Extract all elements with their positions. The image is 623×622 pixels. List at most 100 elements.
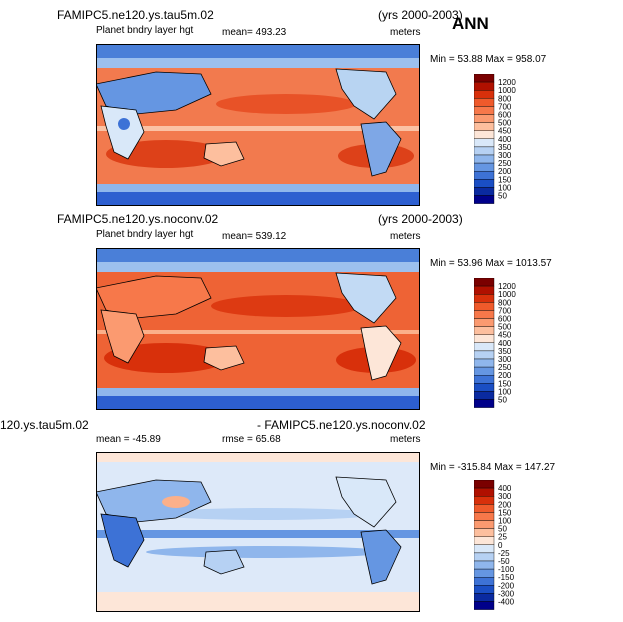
colorbar-box [474,154,495,164]
colorbar-box [474,318,495,327]
panel1-colorbar: 1200100080070060050045040035030025020015… [474,74,516,204]
panel2-arctic [96,248,420,262]
colorbar-label: 1200 [498,282,516,291]
colorbar-box [474,98,495,107]
panel1-south-america [360,121,402,177]
panel1-congo-min [118,118,130,130]
colorbar-box [474,593,495,602]
panel1-south-pacific-max [106,140,226,168]
colorbar-label: 800 [498,94,512,103]
colorbar-box [474,122,495,131]
colorbar-box [474,179,495,188]
colorbar-label: -25 [498,549,510,558]
panel2-arctic-band [96,262,420,272]
colorbar-label: 0 [498,541,503,550]
colorbar-label: 600 [498,315,512,324]
panel2-north-pacific-max [211,295,361,317]
panel2-equator-band [96,330,420,334]
panel1-north-pacific-max [216,94,356,114]
colorbar-label: 150 [498,379,512,388]
panel1-africa [100,105,145,160]
panel2-years: (yrs 2000-2003) [378,212,463,226]
colorbar-box [474,334,495,344]
colorbar-box [474,138,495,148]
panel1-north-america [335,68,397,120]
panel2-units: meters [390,231,421,242]
colorbar-label: 500 [498,119,512,128]
colorbar-label: 450 [498,331,512,340]
colorbar-label: 50 [498,192,507,201]
colorbar-box [474,391,495,400]
panel2-southern-band [96,388,420,396]
panel2-map-frame [96,248,420,410]
panel2-africa [100,309,145,364]
colorbar-label: 450 [498,127,512,136]
colorbar-label: 1000 [498,86,516,95]
colorbar-label: 50 [498,396,507,405]
panel1-case-title: FAMIPC5.ne120.ys.tau5m.02 [57,8,214,22]
colorbar-box [474,310,495,319]
colorbar-box [474,399,495,408]
colorbar-label: 150 [498,175,512,184]
panel2-south-america [360,325,402,381]
colorbar-box [474,383,495,392]
panel3-units: meters [390,434,421,445]
panel3-north-tropics [156,508,376,520]
colorbar-label: -100 [498,565,515,574]
colorbar-box [474,496,495,505]
panel1-years: (yrs 2000-2003) [378,8,463,22]
colorbar-label: 500 [498,323,512,332]
colorbar-label: 150 [498,508,512,517]
colorbar-label: 400 [498,339,512,348]
colorbar-box [474,90,495,99]
colorbar-label: 100 [498,183,512,192]
colorbar-box [474,114,495,123]
colorbar-box [474,504,495,513]
colorbar-box [474,560,495,570]
colorbar-label: 800 [498,298,512,307]
panel1-arctic [96,44,420,58]
panel3-south-tropics [146,546,386,558]
panel3-mean: mean = -45.89 [96,434,161,445]
panel3-arctic [96,452,420,462]
colorbar-box [474,74,495,83]
colorbar-box [474,536,495,546]
colorbar-label: -300 [498,589,515,598]
panel3-map-frame [96,452,420,612]
colorbar-box [474,366,495,376]
panel2-north-america [335,272,397,324]
colorbar-box [474,544,495,554]
colorbar-label: 400 [498,484,512,493]
colorbar-label: 350 [498,347,512,356]
colorbar-label: -50 [498,557,510,566]
colorbar-label: 600 [498,111,512,120]
panel1-units: meters [390,27,421,38]
colorbar-label: 1000 [498,290,516,299]
panel2-colorbar: 1200100080070060050045040035030025020015… [474,278,516,408]
colorbar-box [474,130,495,140]
colorbar-label: 250 [498,159,512,168]
colorbar-label: -400 [498,598,515,607]
colorbar-box [474,302,495,311]
colorbar-label: -200 [498,581,515,590]
panel1-antarctica [96,192,420,206]
panel1-map [96,44,420,206]
panel3-antarctica [96,592,420,612]
colorbar-box [474,195,495,204]
colorbar-box [474,162,495,172]
panel2-variable: Planet bndry layer hgt [96,229,194,240]
panel1-map-frame [96,44,420,206]
colorbar-box [474,528,495,537]
colorbar-box [474,512,495,521]
colorbar-box [474,81,495,91]
panel1-minmax: Min = 53.88 Max = 958.07 [430,54,547,65]
panel1-australia [203,141,245,167]
panel3-south-america [360,529,402,585]
colorbar-box [474,358,495,368]
panel3-equator-band [96,530,420,538]
panel3-australia [203,549,245,575]
colorbar-label: 700 [498,306,512,315]
colorbar-box [474,601,495,610]
panel1-variable: Planet bndry layer hgt [96,25,194,36]
colorbar-label: 200 [498,167,512,176]
